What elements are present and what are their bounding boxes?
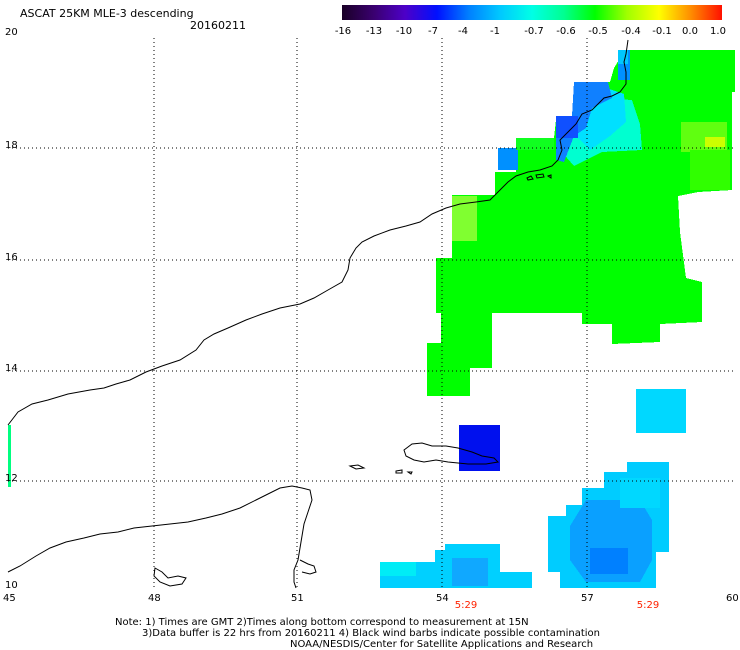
colorbar-label: -4 bbox=[458, 26, 468, 37]
lon-label: 51 bbox=[291, 593, 304, 604]
colorbar-segment bbox=[532, 5, 564, 20]
colorbar-segment bbox=[373, 5, 406, 20]
green-region bbox=[427, 50, 735, 396]
sky-box bbox=[636, 389, 686, 433]
colorbar-label: -0.6 bbox=[556, 26, 576, 37]
map-date: 20160211 bbox=[190, 19, 246, 32]
island bbox=[153, 567, 187, 587]
bottom-light-patch bbox=[380, 562, 416, 576]
blue-region bbox=[556, 82, 612, 162]
colorbar-label: -0.1 bbox=[652, 26, 672, 37]
lon-label: 60 bbox=[726, 593, 739, 604]
yellow-patch bbox=[705, 137, 725, 147]
somalia-coast bbox=[7, 485, 313, 589]
colorbar-label: -0.5 bbox=[588, 26, 608, 37]
south-deep-patch bbox=[590, 548, 628, 574]
colorbar-label: -0.4 bbox=[621, 26, 641, 37]
socotra-island bbox=[403, 442, 500, 465]
colorbar-label: -10 bbox=[395, 26, 413, 37]
blue-patch bbox=[498, 148, 518, 170]
lat-label: 16 bbox=[5, 252, 18, 263]
pass-time: 5:29 bbox=[636, 600, 660, 611]
colorbar-label: -1 bbox=[490, 26, 500, 37]
island bbox=[526, 175, 534, 181]
colorbar-segment bbox=[627, 5, 659, 20]
colorbar-segment bbox=[468, 5, 501, 20]
lat-label: 12 bbox=[5, 473, 18, 484]
lon-label: 57 bbox=[581, 593, 594, 604]
colorbar-segment bbox=[405, 5, 438, 20]
lon-label: 54 bbox=[436, 593, 449, 604]
colorbar-segment bbox=[563, 5, 596, 20]
sky-patch bbox=[618, 50, 628, 64]
lat-label: 10 bbox=[5, 580, 18, 591]
green-patch bbox=[516, 138, 554, 150]
colorbar-segment bbox=[690, 5, 723, 20]
colorbar-label: -16 bbox=[334, 26, 352, 37]
lat-label: 14 bbox=[5, 363, 18, 374]
note-line-2: 3)Data buffer is 22 hrs from 20160211 4)… bbox=[142, 628, 600, 639]
colorbar-label: -13 bbox=[365, 26, 383, 37]
island bbox=[406, 471, 413, 475]
note-line-1: Note: 1) Times are GMT 2)Times along bot… bbox=[115, 617, 529, 628]
colorbar-segment bbox=[342, 5, 374, 20]
arabia-coast bbox=[7, 39, 629, 426]
edge-strip bbox=[8, 425, 11, 487]
bottom-blue-patch bbox=[452, 558, 488, 586]
colorbar-segment bbox=[658, 5, 691, 20]
island bbox=[348, 464, 366, 470]
lon-label: 48 bbox=[148, 593, 161, 604]
coastlines bbox=[7, 39, 629, 589]
colorbar-segment bbox=[500, 5, 533, 20]
colorbar-segment bbox=[595, 5, 628, 20]
map-title: ASCAT 25KM MLE-3 descending bbox=[20, 7, 194, 20]
colorbar-label: 1.0 bbox=[710, 26, 726, 37]
colorbar-segment bbox=[437, 5, 469, 20]
island bbox=[535, 173, 545, 179]
colorbar-label: -0.7 bbox=[524, 26, 544, 37]
green-patch bbox=[690, 150, 730, 190]
colorbar bbox=[342, 5, 723, 20]
colorbar-label: 0.0 bbox=[682, 26, 698, 37]
note-line-3: NOAA/NESDIS/Center for Satellite Applica… bbox=[290, 639, 594, 650]
lat-label: 18 bbox=[5, 140, 18, 151]
wind-data-cells bbox=[8, 50, 735, 588]
lat-label: 20 bbox=[5, 27, 18, 38]
island bbox=[395, 469, 403, 474]
deep-blue-patch bbox=[556, 116, 578, 138]
lon-label: 45 bbox=[3, 593, 16, 604]
colorbar-label: -7 bbox=[428, 26, 438, 37]
pass-time: 5:29 bbox=[454, 600, 478, 611]
island bbox=[546, 174, 552, 179]
south-light-patch bbox=[620, 478, 660, 508]
horn-tip bbox=[299, 559, 317, 575]
